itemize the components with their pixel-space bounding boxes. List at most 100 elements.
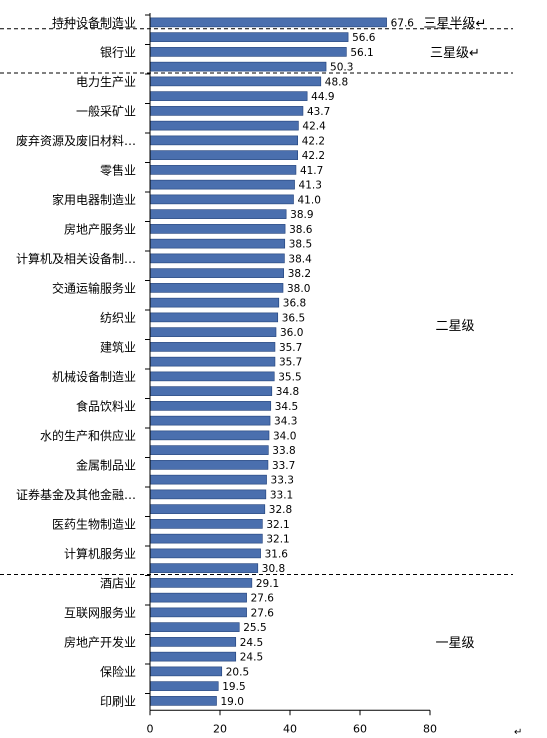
value-label: 27.6 bbox=[251, 607, 275, 619]
value-label: 38.5 bbox=[289, 239, 312, 251]
bar bbox=[149, 474, 267, 485]
bar bbox=[149, 445, 269, 455]
value-label: 24.5 bbox=[240, 637, 263, 649]
bar bbox=[149, 607, 247, 618]
value-label: 32.1 bbox=[266, 519, 289, 531]
category-label: 互联网服务业 bbox=[64, 605, 136, 620]
bar bbox=[149, 622, 240, 632]
bar bbox=[149, 430, 270, 441]
bar bbox=[149, 76, 322, 87]
bar bbox=[149, 106, 304, 116]
value-label: 38.9 bbox=[290, 209, 313, 221]
x-tick-label: 40 bbox=[283, 722, 297, 735]
value-label: 38.2 bbox=[288, 268, 311, 280]
category-label: 食品饮料业 bbox=[76, 398, 136, 413]
bar bbox=[149, 651, 237, 662]
category-label: 废弃资源及废旧材料… bbox=[16, 133, 136, 148]
bar bbox=[149, 696, 217, 706]
value-label: 41.0 bbox=[298, 194, 321, 206]
bar bbox=[149, 327, 277, 337]
category-label: 证券基金及其他金融… bbox=[16, 487, 136, 502]
value-label: 44.9 bbox=[311, 91, 334, 103]
bar bbox=[149, 637, 237, 647]
bars-layer bbox=[149, 17, 387, 706]
bar bbox=[149, 297, 280, 308]
bar bbox=[149, 681, 219, 691]
value-label: 38.6 bbox=[289, 224, 313, 236]
bar bbox=[149, 489, 267, 500]
bar bbox=[149, 268, 284, 278]
tier-label: 三星半级↵ bbox=[424, 16, 487, 31]
category-label: 金属制品业 bbox=[76, 457, 136, 472]
bar bbox=[149, 17, 387, 28]
x-tick-label: 0 bbox=[147, 722, 154, 735]
category-label: 一般采矿业 bbox=[76, 103, 136, 118]
bar bbox=[149, 519, 263, 529]
value-label: 34.5 bbox=[275, 401, 298, 413]
category-label: 纺织业 bbox=[100, 311, 136, 325]
category-label: 电力生产业 bbox=[76, 75, 136, 89]
bar bbox=[149, 312, 279, 323]
bar bbox=[149, 179, 295, 190]
x-tick-label: 60 bbox=[353, 722, 367, 735]
category-label: 医药生物制造业 bbox=[52, 517, 136, 531]
category-label: 酒店业 bbox=[100, 576, 136, 590]
bar bbox=[149, 253, 285, 264]
value-label: 29.1 bbox=[256, 578, 279, 590]
value-label: 34.0 bbox=[273, 430, 296, 442]
bar bbox=[149, 135, 298, 146]
category-label: 房地产开发业 bbox=[64, 634, 136, 649]
value-label: 67.6 bbox=[391, 17, 415, 29]
bar bbox=[149, 401, 272, 411]
bar bbox=[149, 165, 297, 175]
value-label: 30.8 bbox=[262, 563, 285, 575]
value-label: 36.8 bbox=[283, 298, 306, 310]
bar bbox=[149, 504, 266, 514]
category-label: 家用电器制造业 bbox=[52, 192, 136, 207]
category-label: 建筑业 bbox=[100, 339, 136, 354]
axes-layer: 0 20 40 60 80 bbox=[145, 13, 437, 735]
value-label: 35.7 bbox=[279, 342, 302, 354]
x-tick-label: 80 bbox=[423, 722, 437, 735]
bar bbox=[149, 415, 271, 426]
value-label: 33.7 bbox=[272, 460, 295, 472]
value-label: 19.0 bbox=[221, 696, 244, 708]
bar bbox=[149, 371, 275, 382]
value-label: 31.6 bbox=[265, 548, 289, 560]
category-label: 零售业 bbox=[100, 162, 136, 177]
bar bbox=[149, 283, 284, 293]
category-label: 保险业 bbox=[100, 664, 136, 679]
value-label: 19.5 bbox=[222, 681, 245, 693]
value-label: 42.4 bbox=[302, 121, 326, 133]
value-labels-layer: 67.6 56.6 56.1 50.3 48.8 44.9 43.7 42.4 42.2 42.2… bbox=[221, 17, 415, 708]
tier-label: 二星级 bbox=[435, 319, 474, 334]
value-label: 33.3 bbox=[271, 475, 294, 487]
category-label: 计算机服务业 bbox=[64, 546, 136, 561]
bar bbox=[149, 238, 286, 249]
value-label: 35.5 bbox=[278, 371, 301, 383]
value-label: 32.1 bbox=[266, 534, 289, 546]
category-label: 印刷业 bbox=[100, 694, 136, 708]
bar bbox=[149, 47, 347, 57]
value-label: 34.3 bbox=[274, 416, 297, 428]
value-label: 56.6 bbox=[352, 32, 376, 44]
bar bbox=[149, 120, 299, 131]
value-label: 38.4 bbox=[288, 253, 312, 265]
value-label: 38.0 bbox=[287, 283, 310, 295]
bar bbox=[149, 578, 253, 588]
value-label: 20.5 bbox=[226, 666, 249, 678]
bar bbox=[149, 209, 287, 219]
value-label: 36.5 bbox=[282, 312, 305, 324]
category-label: 交通运输服务业 bbox=[52, 280, 136, 295]
value-label: 42.2 bbox=[302, 135, 325, 147]
value-label: 27.6 bbox=[251, 593, 275, 605]
value-label: 32.8 bbox=[269, 504, 292, 516]
bar bbox=[149, 356, 276, 367]
value-label: 42.2 bbox=[302, 150, 325, 162]
category-label: 银行业 bbox=[100, 45, 136, 59]
value-label: 43.7 bbox=[307, 106, 330, 118]
corner-mark: ↵ bbox=[514, 727, 522, 738]
